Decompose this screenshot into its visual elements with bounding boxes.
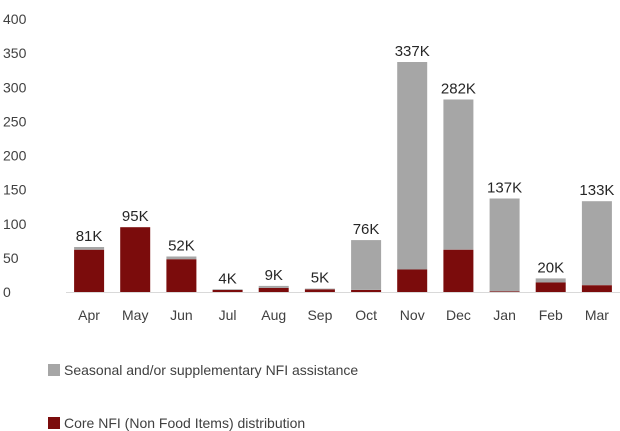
bar-core-mar	[581, 285, 612, 292]
data-label: 95K	[122, 208, 149, 225]
data-label: 9K	[265, 267, 283, 284]
data-label: 52K	[168, 238, 195, 255]
y-tick-label: 350	[3, 45, 27, 61]
data-label: 76K	[353, 221, 380, 238]
bar-core-jun	[166, 259, 197, 292]
x-tick-label: Feb	[539, 307, 563, 323]
bar-core-jan	[489, 291, 520, 292]
bar-seasonal-dec	[443, 99, 474, 250]
bar-core-jul	[212, 290, 243, 292]
bar-core-sep	[304, 289, 335, 292]
x-tick-label: Nov	[400, 307, 425, 323]
bar-seasonal-oct	[351, 240, 382, 290]
x-tick-label: Jan	[493, 307, 516, 323]
data-label: 337K	[395, 43, 430, 60]
y-tick-label: 0	[3, 284, 11, 300]
stacked-bar-chart: 0 50 100 150 200 250 300 350 400 81K 95K 52K 4K 9K 5K…	[3, 11, 620, 323]
x-tick-label: Sep	[307, 307, 332, 323]
bar-seasonal-feb	[535, 278, 566, 283]
bar-seasonal-jan	[489, 198, 520, 292]
bar-core-aug	[258, 287, 289, 292]
bar-core-oct	[351, 290, 382, 292]
legend-label-core: Core NFI (Non Food Items) distribution	[64, 415, 306, 431]
data-label: 133K	[579, 182, 614, 199]
bar-seasonal-mar	[581, 201, 612, 286]
x-axis: Apr May Jun Jul Aug Sep Oct Nov Dec Jan Feb Mar	[66, 292, 620, 323]
x-tick-label: Mar	[585, 307, 609, 323]
y-tick-label: 400	[3, 11, 27, 27]
bar-core-may	[120, 227, 151, 292]
bar-seasonal-jul	[212, 289, 243, 290]
data-label: 282K	[441, 81, 476, 98]
data-labels: 81K 95K 52K 4K 9K 5K 76K 337K 282K 137K 20K 133K	[76, 43, 615, 287]
legend-swatch-core	[48, 417, 60, 429]
bars	[74, 62, 612, 292]
y-tick-label: 300	[3, 79, 27, 95]
bar-seasonal-sep	[304, 288, 335, 290]
bar-core-dec	[443, 249, 474, 292]
y-tick-label: 150	[3, 182, 27, 198]
data-label: 4K	[218, 270, 236, 287]
x-tick-label: Dec	[446, 307, 471, 323]
bar-seasonal-nov	[397, 62, 428, 270]
y-tick-label: 100	[3, 216, 27, 232]
bar-seasonal-apr	[74, 247, 105, 250]
legend-swatch-seasonal	[48, 364, 60, 376]
x-tick-label: Apr	[78, 307, 100, 323]
x-tick-label: Oct	[355, 307, 377, 323]
legend-item-core: Core NFI (Non Food Items) distribution	[48, 415, 305, 431]
data-label: 81K	[76, 228, 103, 245]
bar-core-feb	[535, 282, 566, 292]
bar-seasonal-jun	[166, 256, 197, 260]
data-label: 20K	[537, 259, 564, 276]
x-tick-label: Jun	[170, 307, 193, 323]
bar-seasonal-aug	[258, 285, 289, 288]
x-tick-label: May	[122, 307, 148, 323]
y-tick-label: 250	[3, 113, 27, 129]
bar-core-nov	[397, 269, 428, 292]
y-tick-label: 200	[3, 148, 27, 164]
x-tick-label: Jul	[219, 307, 237, 323]
legend-label-seasonal: Seasonal and/or supplementary NFI assist…	[64, 362, 359, 378]
y-tick-label: 50	[3, 250, 19, 266]
x-tick-label: Aug	[261, 307, 286, 323]
y-axis: 0 50 100 150 200 250 300 350 400	[3, 11, 27, 300]
data-label: 5K	[311, 270, 329, 287]
bar-core-apr	[74, 249, 105, 292]
data-label: 137K	[487, 179, 522, 196]
legend-item-seasonal: Seasonal and/or supplementary NFI assist…	[48, 362, 358, 378]
